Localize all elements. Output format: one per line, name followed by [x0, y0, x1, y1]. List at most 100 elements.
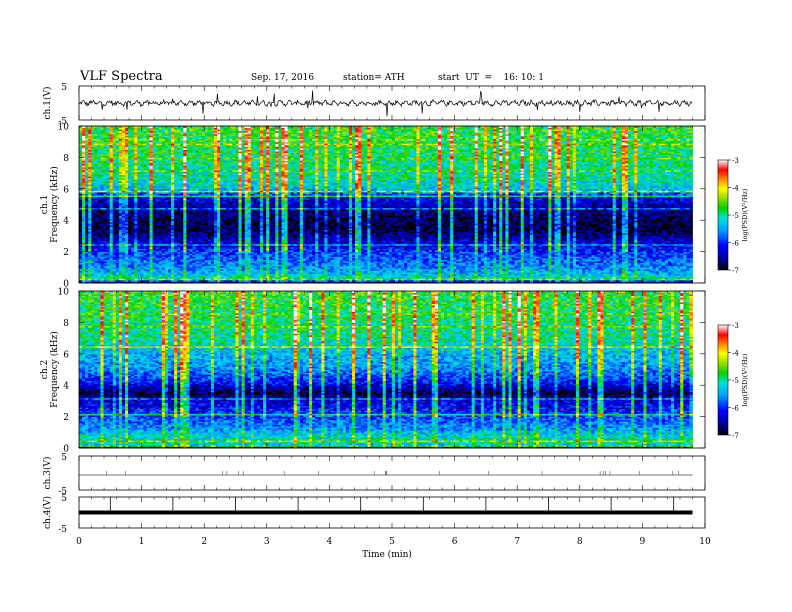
ch1-spectrogram-cell: [207, 276, 212, 279]
ch1-spectrogram-cell: [358, 265, 362, 268]
ch1-spectrogram-cell: [511, 275, 515, 278]
ch1-spectrogram-cell: [266, 272, 270, 274]
ch1-spectrogram-cell: [664, 268, 669, 271]
ch1-spectrogram-cell: [634, 272, 638, 274]
ch1-spectrogram-cell: [600, 270, 604, 273]
ch1-spectrogram-cell: [646, 273, 650, 276]
ch1-spectrogram-cell: [401, 272, 405, 274]
ch1-spectrogram-cell: [447, 275, 451, 278]
ch1-spectrogram-cell: [290, 268, 295, 271]
ch1-spectrogram-cell: [532, 267, 537, 270]
ch1-spectrogram-cell: [161, 273, 166, 276]
ch1-spectrogram-cell: [296, 267, 301, 270]
ch1-spectrogram-cell: [97, 270, 101, 273]
ch1-spectrogram-cell: [327, 270, 331, 273]
ch1-spectrogram-cell: [490, 264, 494, 267]
ch1-spectrogram-cell: [220, 276, 224, 279]
ch1-spectrogram-cell: [431, 279, 436, 282]
ch1-spectrogram-cell: [250, 273, 255, 276]
ch1-spectrogram-cell: [517, 272, 522, 274]
ch1-spectrogram-cell: [204, 273, 209, 276]
ch1-spectrogram-cell: [161, 267, 166, 270]
ch1-spectrogram-cell: [238, 278, 242, 281]
ch1-spectrogram-cell: [207, 264, 212, 267]
ch1-spectrogram-cell: [578, 267, 583, 270]
ch1-spectrogram-cell: [582, 275, 586, 278]
ch1-spectrogram-cell: [272, 276, 276, 279]
ch1-spectrogram-cell: [207, 279, 212, 282]
ch1-spectrogram-cell: [376, 270, 381, 273]
ch1-spectrogram-cell: [419, 272, 423, 274]
ch1-spectrogram-cell: [327, 273, 331, 276]
ch1-spectrogram-cell: [152, 275, 157, 278]
ch1-spectrogram-cell: [600, 276, 604, 279]
ch1-spectrogram-cell: [183, 267, 187, 270]
ch1-spectrogram-cell: [180, 278, 184, 281]
ch1-spectrogram-cell: [572, 276, 577, 279]
ch1-spectrogram-cell: [398, 265, 402, 268]
ch1-spectrogram-cell: [640, 281, 644, 284]
ch1-spectrogram-cell: [146, 270, 150, 273]
ch1-spectrogram-cell: [686, 278, 690, 281]
ch1-spectrogram-cell: [597, 281, 601, 284]
ch1-spectrogram-cell: [247, 279, 252, 282]
ch1-spectrogram-cell: [272, 264, 276, 267]
ch1-spectrogram-cell: [103, 278, 108, 281]
ch1-spectrogram-cell: [486, 275, 491, 278]
ch1-spectrogram-cell: [315, 278, 319, 281]
ch1-spectrogram-cell: [229, 275, 233, 278]
ch1-spectrogram-cell: [327, 267, 331, 270]
ch1-spectrogram-cell: [637, 278, 641, 281]
ch1-spectrogram-cell: [210, 278, 215, 281]
ch1-spectrogram-cell: [422, 265, 427, 268]
ch1-spectrogram-cell: [634, 273, 638, 276]
ch1-spectrogram-cell: [330, 275, 334, 278]
ch1-spectrogram-cell: [677, 270, 681, 273]
ch1-spectrogram-cell: [152, 264, 157, 267]
ch1-spectrogram-cell: [293, 276, 298, 279]
ch1-spectrogram-cell: [290, 270, 295, 273]
ch1-spectrogram-cell: [106, 267, 111, 270]
ch1-spectrogram-cell: [532, 264, 537, 267]
ch1-spectrogram-cell: [180, 276, 184, 279]
ch1-spectrogram-cell: [453, 268, 457, 271]
ch1-spectrogram-cell: [483, 267, 488, 270]
ch1-spectrogram-cell: [330, 268, 334, 271]
ch1-spectrogram-cell: [683, 278, 687, 281]
ch1-spectrogram-cell: [201, 275, 206, 278]
ch1-spectrogram-cell: [391, 265, 396, 268]
ch1-spectrogram-cell: [428, 270, 433, 273]
ch1-spectrogram-cell: [263, 281, 267, 284]
ch1-spectrogram-cell: [281, 281, 285, 284]
ch1-spectrogram-cell: [606, 265, 611, 268]
ch1-spectrogram-cell: [171, 279, 175, 282]
ch1-spectrogram-cell: [643, 275, 647, 278]
ch1-spectrogram-cell: [367, 264, 371, 267]
ch1-spectrogram-cell: [364, 267, 368, 270]
ch1-spectrogram-cell: [597, 276, 601, 279]
ch1-spectrogram-cell: [410, 265, 414, 268]
ch1-spectrogram-cell: [161, 265, 166, 268]
ch1-spectrogram-cell: [146, 278, 150, 281]
ch1-spectrogram-cell: [223, 270, 227, 273]
ch1-spectrogram-cell: [572, 272, 577, 274]
ch1-spectrogram-cell: [566, 279, 571, 282]
ch1-spectrogram-cell: [192, 268, 196, 271]
ch1-spectrogram-cell: [376, 273, 381, 276]
ch1-spectrogram-cell: [444, 270, 448, 273]
ch1-spectrogram-cell: [560, 275, 565, 278]
ch1-spectrogram-cell: [266, 265, 270, 268]
ch1-spectrogram-cell: [404, 268, 408, 271]
ch1-spectrogram-cell: [177, 278, 181, 281]
ch1-spectrogram-cell: [195, 264, 200, 267]
ch1-spectrogram-cell: [315, 272, 319, 274]
ch1-spectrogram-cell: [137, 265, 141, 268]
ch1-spectrogram-cell: [158, 278, 163, 281]
ch1-spectrogram-cell: [155, 265, 160, 268]
ch1-spectrogram-cell: [548, 275, 552, 278]
ch1-spectrogram-cell: [407, 276, 411, 279]
ch1-spectrogram-cell: [131, 281, 135, 284]
ch1-spectrogram-cell: [444, 279, 448, 282]
ch1-spectrogram-cell: [683, 270, 687, 273]
ch1-spectrogram-cell: [493, 270, 497, 273]
